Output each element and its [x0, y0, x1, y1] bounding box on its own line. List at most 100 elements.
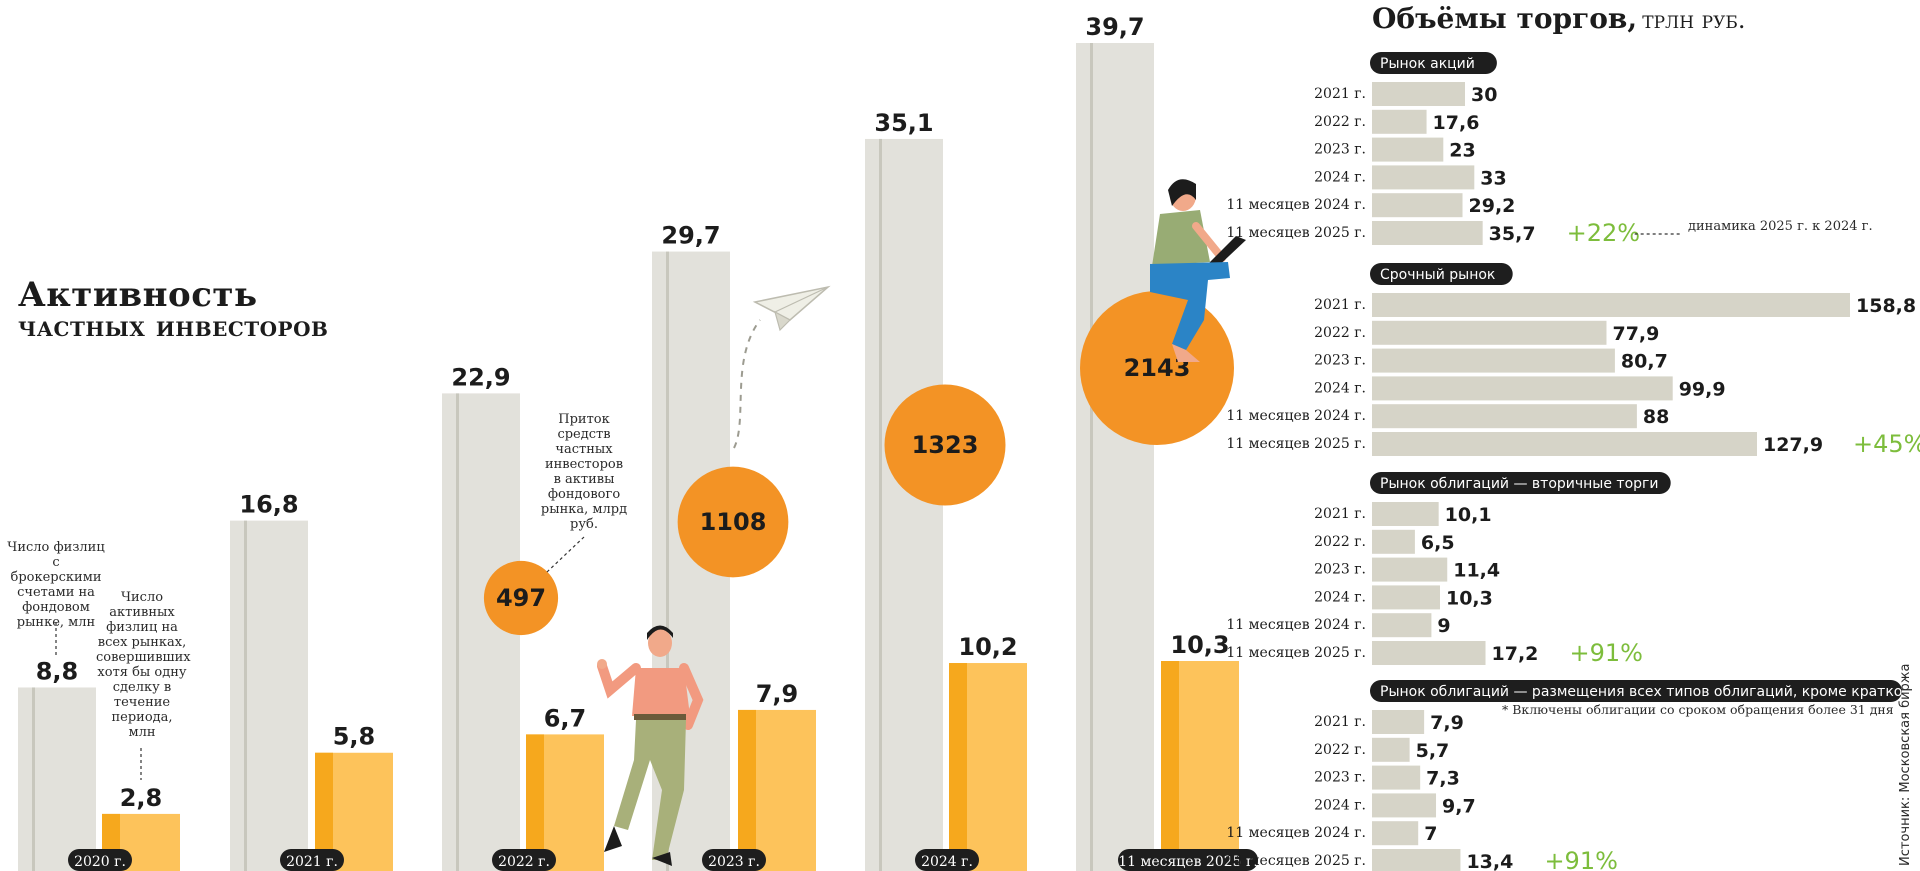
- change-percent: +91%: [1544, 847, 1617, 871]
- volume-bar-label: 7,3: [1426, 768, 1460, 790]
- active-bar-label: 5,8: [333, 723, 376, 751]
- active-bar-label: 7,9: [756, 680, 799, 708]
- accounts-bar-label: 8,8: [36, 657, 79, 685]
- accounts-bar: [230, 520, 308, 871]
- accounts-bar-stripe: [666, 251, 669, 871]
- volume-bar: [1372, 432, 1757, 456]
- panel-header-pill: [1370, 52, 1497, 74]
- inflow-label: 1323: [912, 431, 979, 459]
- title-line-2: частных инвесторов: [18, 309, 329, 343]
- dynamics-label: динамика 2025 г. к 2024 г.: [1688, 219, 1873, 234]
- inflow-circle: [677, 466, 789, 578]
- volume-bar: [1372, 82, 1465, 106]
- row-category-label: 11 месяцев 2025 г.: [1226, 645, 1366, 661]
- accounts-bar-label: 35,1: [874, 109, 933, 137]
- year-label: 11 месяцев 2025 г.: [1118, 854, 1258, 870]
- note-inflow: Приток средств частных инвесторов в акти…: [540, 412, 628, 532]
- volume-bar-label: 10,3: [1446, 587, 1493, 609]
- volume-bar-label: 77,9: [1612, 323, 1659, 345]
- volume-bar-label: 158,8: [1856, 295, 1916, 317]
- volume-bar: [1372, 320, 1607, 345]
- volume-bar: [1372, 793, 1437, 818]
- active-bar-label: 2,8: [120, 784, 163, 812]
- row-category-label: 11 месяцев 2024 г.: [1226, 408, 1366, 424]
- accounts-bar-label: 22,9: [451, 363, 510, 391]
- volume-bar: [1372, 348, 1615, 373]
- volume-bar-label: 5,7: [1416, 740, 1450, 762]
- panel-header-pill: [1370, 680, 1902, 702]
- active-bar-stripe: [315, 752, 333, 871]
- row-category-label: 2022 г.: [1314, 325, 1366, 341]
- year-pill: [702, 849, 766, 871]
- source-label: Источник: Московская биржа: [1898, 663, 1913, 867]
- row-category-label: 2024 г.: [1314, 589, 1366, 605]
- volume-bar: [1372, 737, 1410, 762]
- volume-bar: [1372, 293, 1850, 317]
- change-percent: +22%: [1567, 219, 1640, 247]
- volume-bar-label: 99,9: [1679, 378, 1726, 400]
- year-label: 2023 г.: [708, 854, 760, 870]
- volume-bar-label: 33: [1480, 167, 1506, 189]
- volume-bar: [1372, 849, 1461, 871]
- row-category-label: 2024 г.: [1314, 797, 1366, 813]
- row-category-label: 2024 г.: [1314, 169, 1366, 185]
- accounts-bar-label: 16,8: [239, 491, 298, 519]
- trading-volume-title-main: Объёмы торгов,: [1372, 2, 1638, 35]
- row-category-label: 2021 г.: [1314, 297, 1366, 313]
- volume-bar-label: 10,1: [1445, 504, 1492, 526]
- row-category-label: 2021 г.: [1314, 86, 1366, 102]
- volume-bar: [1372, 585, 1440, 610]
- accounts-bar-stripe: [32, 687, 35, 871]
- volume-bar: [1372, 376, 1673, 401]
- volume-bar-label: 11,4: [1453, 560, 1500, 582]
- volume-bar: [1372, 529, 1415, 554]
- change-percent: +91%: [1570, 639, 1643, 667]
- accounts-bar-stripe: [244, 520, 247, 871]
- active-bar-label: 10,2: [958, 633, 1017, 661]
- accounts-bar-stripe: [1090, 43, 1093, 871]
- row-category-label: 11 месяцев 2025 г.: [1226, 853, 1366, 869]
- accounts-bar: [18, 687, 96, 871]
- inflow-label: 497: [496, 584, 546, 612]
- volume-bar: [1372, 165, 1475, 190]
- inflow-circle: [884, 384, 1006, 506]
- panel-header-pill: [1370, 263, 1513, 285]
- volume-bar-label: 17,2: [1492, 643, 1539, 665]
- chart-title: Активность частных инвесторов: [18, 278, 328, 341]
- volume-bar: [1372, 710, 1425, 734]
- panel-header-label: Срочный рынок: [1380, 267, 1495, 283]
- active-bar-label: 6,7: [544, 704, 587, 732]
- note-accounts: Число физлиц с брокерскими счетами на фо…: [7, 540, 105, 630]
- note-connector: [546, 536, 585, 573]
- volume-bar-label: 127,9: [1763, 434, 1823, 456]
- volume-bar-label: 35,7: [1489, 223, 1536, 245]
- trading-volume-unit: трлн руб.: [1642, 6, 1746, 34]
- inflow-circle: [483, 560, 559, 636]
- year-label: 2024 г.: [921, 854, 973, 870]
- row-category-label: 2023 г.: [1314, 142, 1366, 158]
- volume-bar-label: 80,7: [1621, 351, 1668, 373]
- year-label: 2021 г.: [286, 854, 338, 870]
- row-category-label: 2022 г.: [1314, 742, 1366, 758]
- inflow-label: 1108: [700, 508, 767, 536]
- volume-bar: [1372, 641, 1486, 665]
- accounts-bar: [1076, 43, 1154, 871]
- active-bar-stripe: [1161, 661, 1179, 871]
- volume-bar-label: 23: [1449, 140, 1475, 162]
- trading-volume-title: Объёмы торгов, трлн руб.: [1372, 2, 1746, 35]
- active-bar-stripe: [526, 734, 544, 871]
- volume-bar-label: 29,2: [1469, 195, 1516, 217]
- active-bar-stripe: [949, 663, 967, 871]
- accounts-bar-stripe: [456, 393, 459, 871]
- row-category-label: 11 месяцев 2024 г.: [1226, 197, 1366, 213]
- year-label: 2022 г.: [498, 854, 550, 870]
- volume-bar: [1372, 502, 1439, 526]
- volume-bar: [1372, 221, 1483, 245]
- year-pill: [280, 849, 344, 871]
- row-category-label: 2021 г.: [1314, 714, 1366, 730]
- row-category-label: 2023 г.: [1314, 562, 1366, 578]
- row-category-label: 2022 г.: [1314, 534, 1366, 550]
- row-category-label: 2024 г.: [1314, 380, 1366, 396]
